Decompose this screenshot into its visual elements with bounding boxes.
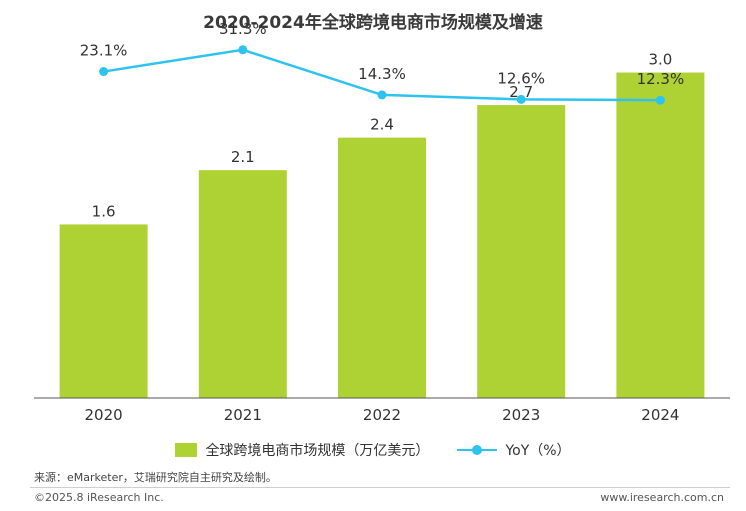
legend-item-yoy: YoY（%） [457, 440, 571, 460]
legend-label-yoy: YoY（%） [505, 443, 571, 459]
bar-value-label-2024: 3.0 [648, 51, 672, 69]
x-tick-label-2022: 2022 [363, 406, 401, 424]
bar-value-label-2020: 1.6 [92, 202, 116, 220]
bar-value-label-2021: 2.1 [231, 148, 255, 166]
bar-2022 [338, 137, 426, 399]
yoy-point-2024 [655, 95, 665, 105]
legend-item-market-size: 全球跨境电商市场规模（万亿美元） [175, 440, 429, 460]
legend-label-market-size: 全球跨境电商市场规模（万亿美元） [205, 443, 430, 459]
yoy-value-label-2020: 23.1% [80, 42, 128, 60]
yoy-point-2023 [516, 94, 526, 104]
yoy-value-label-2024: 12.3% [637, 70, 685, 88]
legend-line-marker [457, 443, 498, 457]
bar-value-label-2022: 2.4 [370, 116, 394, 134]
bar-2021 [198, 170, 287, 398]
bar-value-label-2023: 2.7 [509, 83, 533, 101]
x-tick-label-2023: 2023 [502, 406, 540, 424]
chart-title: 2020-2024年全球跨境电商市场规模及增速 [203, 13, 543, 33]
yoy-value-label-2023: 12.6% [497, 69, 545, 87]
chart-canvas: 1.6 2020 2.1 2021 2.4 2022 2.7 2023 3.0 2024 23.1%… [34, 20, 730, 424]
source-note: 来源：eMarketer，艾瑞研究院自主研究及绘制。 [34, 471, 277, 484]
yoy-value-label-2022: 14.3% [358, 65, 406, 83]
bar-2024 [616, 72, 705, 398]
yoy-point-2021 [238, 45, 248, 55]
yoy-point-2020 [99, 67, 109, 77]
copyright: ©2025.8 iResearch Inc. [34, 491, 164, 504]
legend: 全球跨境电商市场规模（万亿美元） YoY（%） [0, 440, 746, 460]
x-tick-label-2024: 2024 [641, 406, 679, 424]
footer-divider [30, 487, 730, 488]
website-url: www.iresearch.com.cn [600, 491, 724, 504]
x-tick-label-2021: 2021 [224, 406, 262, 424]
bar-2023 [477, 105, 566, 398]
yoy-value-label-2021: 31.3% [219, 20, 267, 38]
yoy-point-2022 [377, 90, 387, 100]
x-tick-label-2020: 2020 [85, 406, 123, 424]
legend-bar-swatch [175, 443, 198, 457]
bar-2020 [59, 224, 148, 398]
